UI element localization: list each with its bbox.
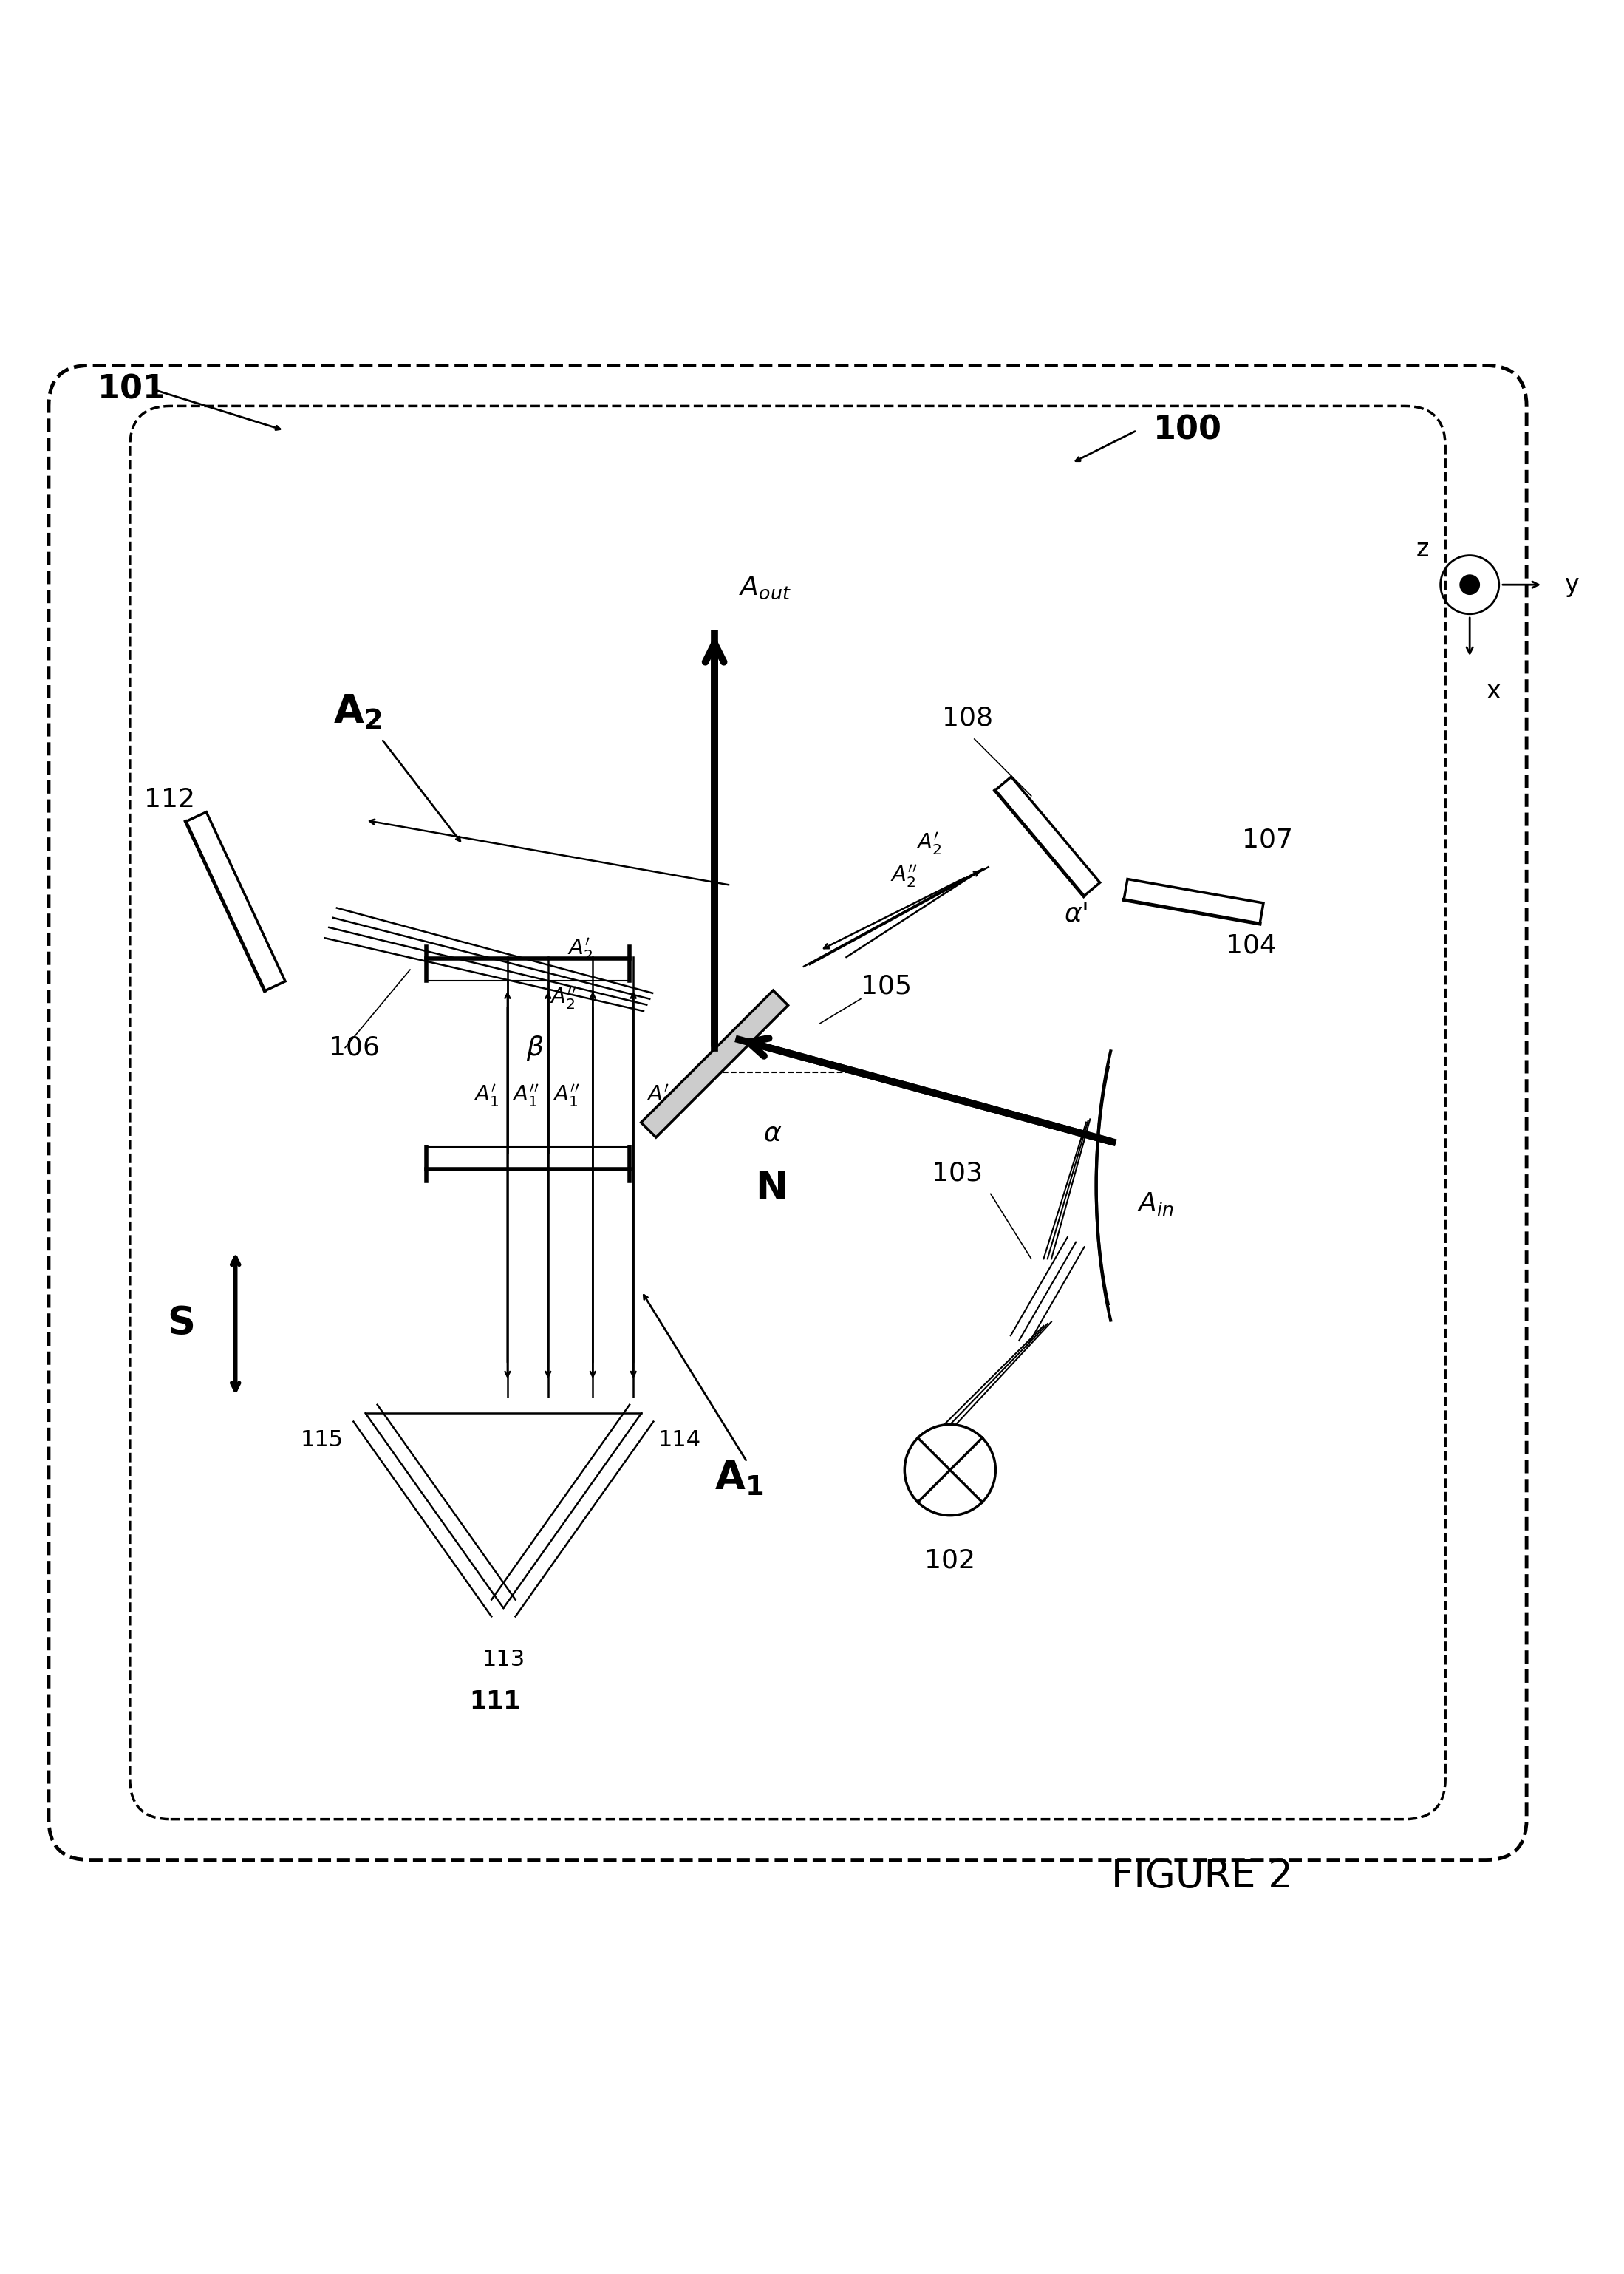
Text: $A_1'$: $A_1'$	[646, 1082, 672, 1110]
Text: $A_{in}$: $A_{in}$	[1137, 1192, 1174, 1217]
Text: 107: 107	[1242, 828, 1293, 853]
Circle shape	[1460, 575, 1479, 594]
Polygon shape	[1124, 880, 1263, 923]
Text: 106: 106	[328, 1035, 380, 1060]
Text: $A_2'$: $A_2'$	[916, 832, 942, 857]
Text: 102: 102	[924, 1549, 976, 1574]
Text: $\mathbf{A_1}$: $\mathbf{A_1}$	[715, 1460, 763, 1496]
Text: 113: 113	[482, 1649, 525, 1669]
Text: $A_{out}$: $A_{out}$	[739, 575, 791, 600]
Text: 108: 108	[942, 705, 992, 730]
Text: $A_2''$: $A_2''$	[890, 864, 918, 889]
Polygon shape	[185, 812, 286, 991]
Text: S: S	[167, 1305, 195, 1344]
Text: 100: 100	[1153, 414, 1221, 446]
Text: 101: 101	[97, 373, 166, 405]
Text: $\beta$: $\beta$	[526, 1035, 544, 1062]
Text: $A_1''$: $A_1''$	[552, 1082, 580, 1110]
Text: $A_2''$: $A_2''$	[549, 987, 577, 1012]
Text: 112: 112	[145, 787, 195, 812]
Text: $\alpha$': $\alpha$'	[1064, 901, 1088, 926]
Text: 115: 115	[300, 1430, 343, 1451]
Text: 105: 105	[861, 973, 911, 998]
Text: $A_1''$: $A_1''$	[513, 1082, 539, 1110]
Text: $\mathbf{N}$: $\mathbf{N}$	[755, 1169, 786, 1207]
Text: y: y	[1564, 573, 1579, 596]
Text: $\mathbf{A_2}$: $\mathbf{A_2}$	[333, 694, 382, 730]
Text: 114: 114	[658, 1430, 700, 1451]
Polygon shape	[996, 778, 1099, 896]
Text: FIGURE 2: FIGURE 2	[1111, 1858, 1293, 1894]
Text: x: x	[1486, 680, 1501, 703]
Text: 104: 104	[1226, 932, 1276, 957]
Text: $A_1'$: $A_1'$	[474, 1082, 500, 1110]
Text: 103: 103	[932, 1160, 983, 1185]
Text: z: z	[1416, 537, 1429, 562]
Text: 111: 111	[469, 1690, 521, 1715]
Text: $\alpha$: $\alpha$	[763, 1121, 783, 1146]
Text: $A_2'$: $A_2'$	[567, 937, 593, 964]
Polygon shape	[641, 991, 788, 1137]
